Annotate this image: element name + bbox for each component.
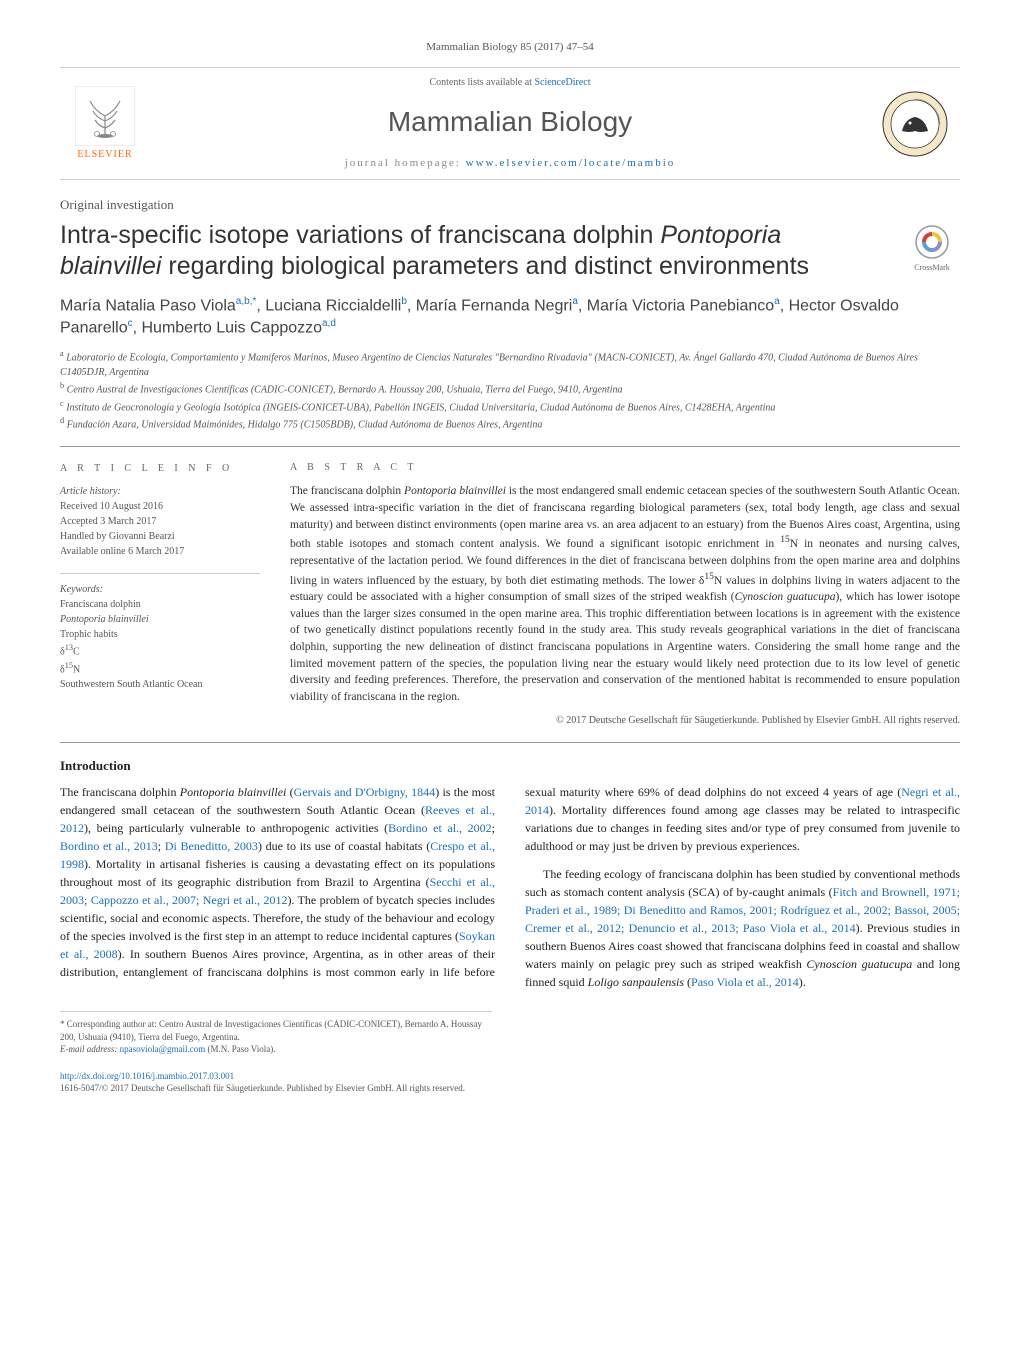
corresponding-footnote: * Corresponding author at: Centro Austra… xyxy=(60,1011,492,1056)
banner-center: Contents lists available at ScienceDirec… xyxy=(150,76,870,171)
divider xyxy=(60,742,960,743)
publisher-logo-block: ELSEVIER xyxy=(60,86,150,162)
keyword-line: δ15N xyxy=(60,660,260,677)
article-title: Intra-specific isotope variations of fra… xyxy=(60,220,884,283)
title-row: Intra-specific isotope variations of fra… xyxy=(60,220,960,283)
body-text: The franciscana dolphin Pontoporia blain… xyxy=(60,783,960,991)
affiliation-line: a Laboratorio de Ecología, Comportamient… xyxy=(60,348,960,380)
history-line: Accepted 3 March 2017 xyxy=(60,514,260,529)
crossmark-icon xyxy=(914,224,950,260)
history-label: Article history: xyxy=(60,484,260,499)
homepage-prefix: journal homepage: xyxy=(345,157,466,169)
history-line: Handled by Giovanni Bearzi xyxy=(60,529,260,544)
homepage-link[interactable]: www.elsevier.com/locate/mambio xyxy=(466,157,676,169)
abstract-heading: a b s t r a c t xyxy=(290,461,960,475)
email-line: E-mail address: npasoviola@gmail.com (M.… xyxy=(60,1043,492,1056)
email-link[interactable]: npasoviola@gmail.com xyxy=(120,1044,206,1054)
abstract-text: The franciscana dolphin Pontoporia blain… xyxy=(290,483,960,705)
article-type: Original investigation xyxy=(60,196,960,214)
doi-line: http://dx.doi.org/10.1016/j.mambio.2017.… xyxy=(60,1070,960,1083)
elsevier-tree-icon xyxy=(75,86,135,146)
header-citation: Mammalian Biology 85 (2017) 47–54 xyxy=(60,40,960,55)
keyword-line: Franciscana dolphin xyxy=(60,597,260,612)
keyword-line: Trophic habits xyxy=(60,627,260,642)
info-abstract-row: a r t i c l e i n f o Article history: R… xyxy=(60,461,960,727)
affiliation-line: d Fundación Azara, Universidad Maimónide… xyxy=(60,415,960,432)
issn-copyright: 1616-5047/© 2017 Deutsche Gesellschaft f… xyxy=(60,1082,960,1095)
contents-line: Contents lists available at ScienceDirec… xyxy=(150,76,870,90)
homepage-line: journal homepage: www.elsevier.com/locat… xyxy=(150,156,870,171)
society-logo-block xyxy=(870,89,960,159)
history-line: Received 10 August 2016 xyxy=(60,499,260,514)
keyword-line: Southwestern South Atlantic Ocean xyxy=(60,677,260,692)
publisher-label: ELSEVIER xyxy=(77,148,132,162)
affiliation-line: c Instituto de Geocronología y Geología … xyxy=(60,398,960,415)
keyword-line: Pontoporia blainvillei xyxy=(60,612,260,627)
journal-name: Mammalian Biology xyxy=(150,102,870,141)
article-info-column: a r t i c l e i n f o Article history: R… xyxy=(60,461,260,727)
crossmark-badge[interactable]: CrossMark xyxy=(904,224,960,273)
society-logo-icon xyxy=(880,89,950,159)
divider xyxy=(60,573,260,574)
affiliation-line: b Centro Austral de Investigaciones Cien… xyxy=(60,380,960,397)
intro-heading: Introduction xyxy=(60,757,960,775)
crossmark-label: CrossMark xyxy=(914,262,950,273)
article-history-block: Article history: Received 10 August 2016… xyxy=(60,484,260,559)
contents-prefix: Contents lists available at xyxy=(429,77,534,88)
affiliations: a Laboratorio de Ecología, Comportamient… xyxy=(60,348,960,432)
keyword-line: δ13C xyxy=(60,642,260,659)
body-paragraph: The feeding ecology of franciscana dolph… xyxy=(525,865,960,991)
abstract-copyright: © 2017 Deutsche Gesellschaft für Säugeti… xyxy=(290,714,960,728)
keywords-label: Keywords: xyxy=(60,582,260,597)
journal-banner: ELSEVIER Contents lists available at Sci… xyxy=(60,67,960,180)
article-info-heading: a r t i c l e i n f o xyxy=(60,461,260,476)
divider xyxy=(60,446,960,447)
history-line: Available online 6 March 2017 xyxy=(60,544,260,559)
corresponding-text: * Corresponding author at: Centro Austra… xyxy=(60,1018,492,1043)
sciencedirect-link[interactable]: ScienceDirect xyxy=(534,77,590,88)
doi-link[interactable]: http://dx.doi.org/10.1016/j.mambio.2017.… xyxy=(60,1071,234,1081)
keywords-block: Keywords: Franciscana dolphinPontoporia … xyxy=(60,582,260,692)
authors-list: María Natalia Paso Violaa,b,*, Luciana R… xyxy=(60,295,960,340)
abstract-column: a b s t r a c t The franciscana dolphin … xyxy=(290,461,960,727)
